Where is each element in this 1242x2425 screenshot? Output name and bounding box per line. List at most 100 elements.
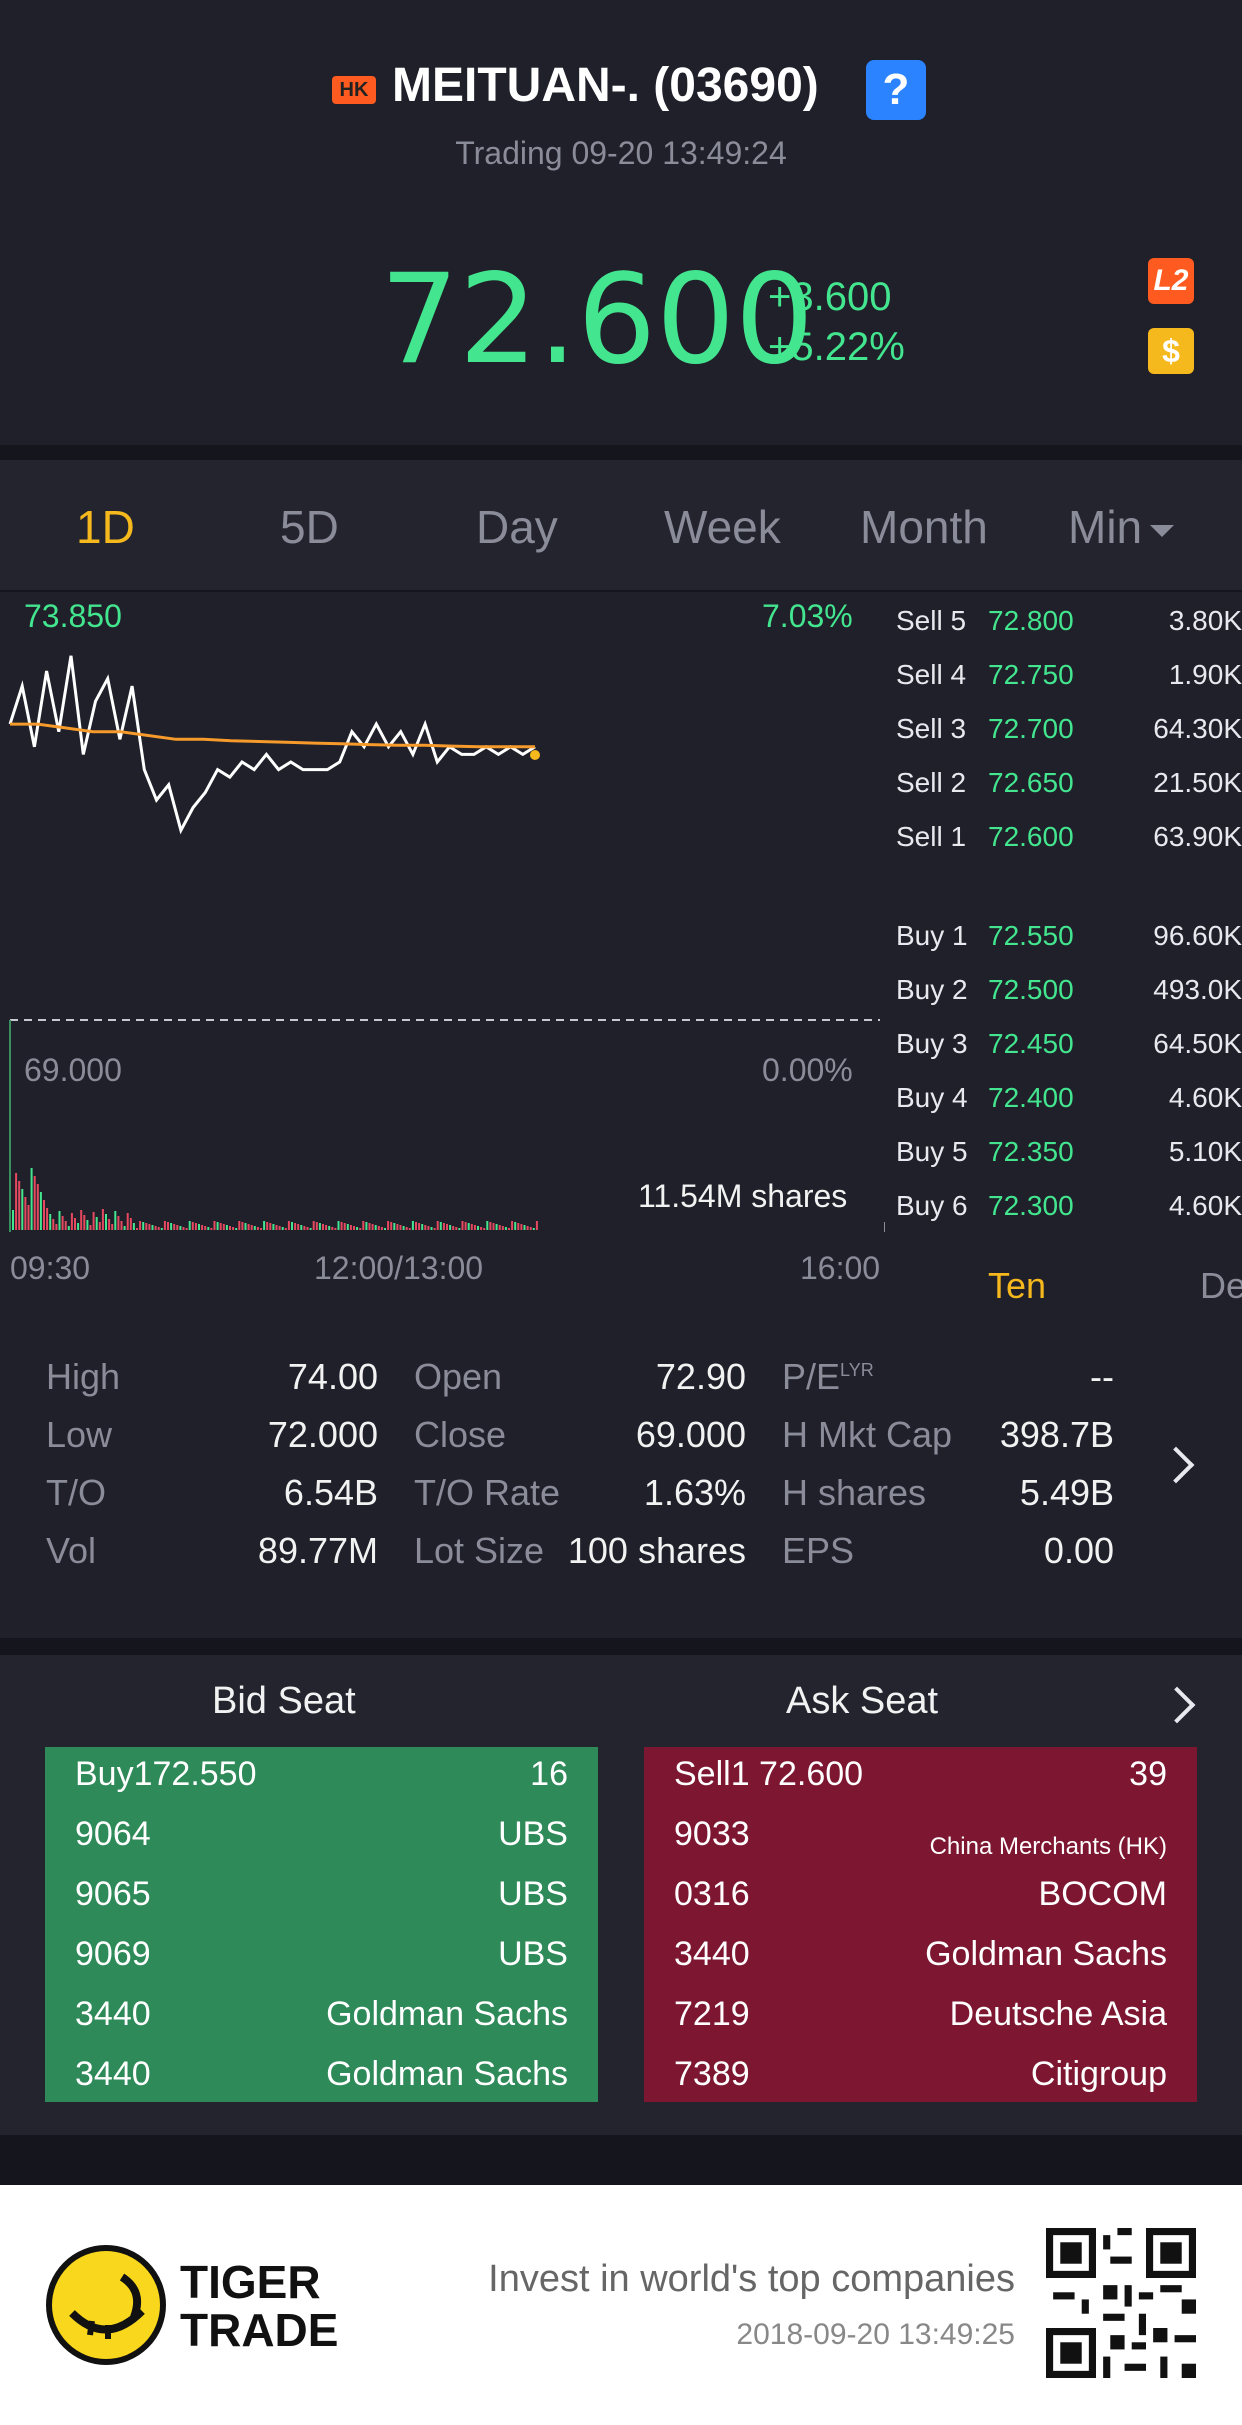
volume-bar: [309, 1228, 312, 1230]
divider: [0, 445, 1242, 460]
stat-label: T/O: [46, 1472, 106, 1513]
order-book-row[interactable]: Sell 2 72.650 21.50K: [896, 767, 1242, 819]
tab-day[interactable]: Day: [476, 501, 558, 553]
order-book-row[interactable]: Buy 4 72.400 4.60K: [896, 1082, 1242, 1134]
order-book-row[interactable]: Sell 4 72.750 1.90K: [896, 659, 1242, 711]
tab-detail[interactable]: De: [1200, 1265, 1242, 1306]
stat-value: 5.49B: [1019, 1472, 1114, 1513]
volume-bar: [405, 1227, 408, 1230]
ask-seat-title: Ask Seat: [786, 1680, 939, 1722]
volume-bar: [380, 1227, 383, 1230]
intraday-chart[interactable]: [0, 592, 885, 1242]
order-book-row[interactable]: Buy 3 72.450 64.50K: [896, 1028, 1242, 1080]
order-price: 72.350: [988, 1136, 1074, 1167]
volume-bar: [303, 1226, 306, 1230]
volume-bar: [163, 1221, 166, 1230]
bid-seat-row[interactable]: 3440 Goldman Sachs: [75, 1995, 568, 2055]
order-price: 72.400: [988, 1082, 1074, 1113]
order-book-row[interactable]: Sell 3 72.700 64.30K: [896, 713, 1242, 765]
seat-code: 3440: [674, 1935, 750, 1973]
order-book-row[interactable]: Buy 1 72.550 96.60K: [896, 920, 1242, 972]
price-line: [8, 655, 536, 835]
volume-bar: [70, 1213, 73, 1230]
volume-bar: [207, 1227, 210, 1230]
order-volume: 96.60K: [1153, 920, 1242, 951]
stat-value: 6.54B: [283, 1472, 378, 1513]
bid-seat-row[interactable]: 9065 UBS: [75, 1875, 568, 1935]
tab-5d[interactable]: 5D: [280, 501, 339, 553]
tab-ten-levels[interactable]: Ten: [988, 1265, 1047, 1306]
seat-broker: 39: [1129, 1755, 1167, 1793]
tagline: Invest in world's top companies: [488, 2258, 1015, 2300]
volume-bar: [529, 1227, 532, 1230]
volume-bar: [477, 1226, 479, 1230]
volume-bar: [340, 1222, 343, 1230]
bid-seat-row[interactable]: 9069 UBS: [75, 1935, 568, 1995]
ask-seat-row[interactable]: 7389 Citigroup: [674, 2055, 1167, 2115]
order-book-row[interactable]: Sell 5 72.800 3.80K: [896, 605, 1242, 657]
volume-bar: [498, 1225, 501, 1230]
volume-bar: [105, 1214, 107, 1230]
bid-seat-row[interactable]: 3440 Goldman Sachs: [75, 2055, 568, 2115]
volume-bar: [492, 1223, 495, 1230]
order-side-label: Buy 3: [896, 1028, 968, 1059]
order-price: 72.550: [988, 920, 1074, 951]
last-price: 72.600: [380, 248, 814, 392]
order-volume: 493.0K: [1153, 974, 1242, 1005]
seat-code: 3440: [75, 1995, 151, 2033]
order-book-row[interactable]: Sell 1 72.600 63.90K: [896, 821, 1242, 873]
chart-high-pct: 7.03%: [762, 598, 853, 634]
volume-bar: [15, 1173, 18, 1230]
volume-bar: [449, 1225, 452, 1230]
volume-bar: [219, 1223, 222, 1230]
volume-bar: [489, 1222, 492, 1230]
currency-icon[interactable]: $: [1148, 328, 1194, 374]
ask-seat-row[interactable]: 9033 China Merchants (HK): [674, 1815, 1167, 1875]
help-button[interactable]: ?: [866, 60, 926, 120]
bid-seat-row[interactable]: Buy172.550 16: [75, 1755, 568, 1815]
volume-bar: [427, 1226, 430, 1230]
volume-bar: [291, 1222, 293, 1230]
volume-bar: [247, 1224, 250, 1230]
ask-seat-row[interactable]: 0316 BOCOM: [674, 1875, 1167, 1935]
volume-bar: [238, 1221, 241, 1230]
volume-bar: [517, 1223, 520, 1230]
order-book-row[interactable]: Buy 6 72.300 4.60K: [896, 1190, 1242, 1242]
tab-month[interactable]: Month: [860, 501, 988, 553]
order-price: 72.800: [988, 605, 1074, 636]
level2-icon[interactable]: L2: [1148, 258, 1194, 304]
ask-seat-row[interactable]: Sell1 72.600 39: [674, 1755, 1167, 1815]
volume-bar: [436, 1221, 439, 1230]
seat-broker: Goldman Sachs: [326, 1995, 568, 2033]
order-side-label: Sell 1: [896, 821, 967, 852]
pe-superscript: LYR: [840, 1360, 874, 1380]
tab-week[interactable]: Week: [664, 501, 781, 553]
ask-seat-row[interactable]: 7219 Deutsche Asia: [674, 1995, 1167, 2055]
seat-broker: 16: [530, 1755, 568, 1793]
seat-code: 9064: [75, 1815, 151, 1853]
volume-bar: [446, 1224, 448, 1230]
bid-seat-row[interactable]: 9064 UBS: [75, 1815, 568, 1875]
order-book-row[interactable]: Buy 5 72.350 5.10K: [896, 1136, 1242, 1188]
chart-base-pct: 0.00%: [762, 1052, 853, 1088]
volume-bar: [458, 1228, 461, 1230]
volume-bar: [318, 1223, 321, 1230]
change-percent: +5.22%: [768, 325, 905, 369]
timestamp: 2018-09-20 13:49:25: [736, 2318, 1015, 2351]
seat-broker: Deutsche Asia: [949, 1995, 1167, 2033]
volume-bar: [244, 1223, 247, 1230]
tiger-logo-icon: [46, 2245, 166, 2365]
volume-bar: [384, 1228, 386, 1230]
volume-bar: [464, 1222, 467, 1230]
tab-min[interactable]: Min: [1068, 500, 1175, 554]
volume-bar: [117, 1216, 120, 1230]
volume-bar: [27, 1205, 30, 1230]
order-book-row[interactable]: Buy 2 72.500 493.0K: [896, 974, 1242, 1026]
stat-value: 100 shares: [567, 1530, 746, 1571]
volume-bar: [430, 1227, 433, 1230]
tab-1d[interactable]: 1D: [76, 501, 135, 553]
ask-seat-row[interactable]: 3440 Goldman Sachs: [674, 1935, 1167, 1995]
volume-bar: [18, 1181, 21, 1230]
seat-code: 3440: [75, 2055, 151, 2093]
order-side-label: Buy 6: [896, 1190, 968, 1221]
